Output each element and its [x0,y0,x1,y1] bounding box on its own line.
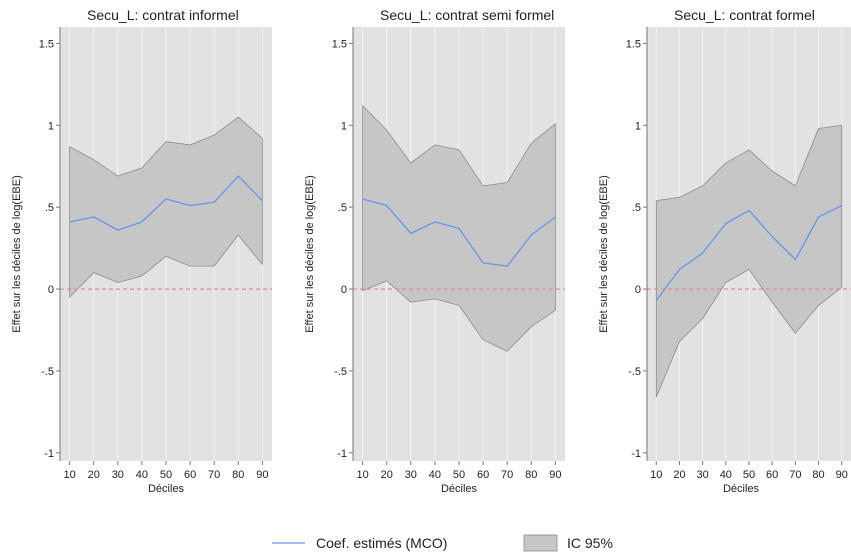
y-tick-label: 0 [341,284,347,296]
y-tick-label: 0 [48,284,54,296]
ci-band [69,116,263,298]
x-tick-label: 10 [650,469,662,481]
y-tick-label: .5 [632,202,641,214]
x-tick-label: 10 [357,469,369,481]
y-tick-label: 1 [341,120,347,132]
x-tick-label: 80 [525,469,537,481]
legend-ci-label: IC 95% [567,535,613,551]
x-tick-label: 20 [381,469,393,481]
y-tick-label: -.5 [628,366,641,378]
panel-title: Secu_L: contrat informel [87,7,239,23]
y-tick-label: -1 [631,448,641,460]
x-tick-label: 80 [232,469,244,481]
y-tick-label: 0 [635,284,641,296]
x-axis-label: Déciles [148,483,185,495]
y-tick-label: 1 [48,120,54,132]
x-axis-label: Déciles [723,483,760,495]
x-tick-label: 70 [501,469,513,481]
legend-coef-label: Coef. estimés (MCO) [316,535,447,551]
x-axis-label: Déciles [441,483,478,495]
y-tick-label: 1.5 [39,38,54,50]
x-tick-label: 90 [549,469,561,481]
x-tick-label: 10 [64,469,76,481]
x-tick-label: 20 [88,469,100,481]
panel-title: Secu_L: contrat formel [674,7,815,23]
x-tick-label: 30 [697,469,709,481]
x-tick-label: 90 [256,469,268,481]
y-axis-label: Effet sur les déciles de log(EBE) [598,175,610,333]
x-tick-label: 30 [112,469,124,481]
x-tick-label: 60 [184,469,196,481]
y-axis-label: Effet sur les déciles de log(EBE) [304,175,316,333]
x-tick-label: 60 [766,469,778,481]
y-tick-label: 1.5 [626,38,641,50]
coef-line [362,198,556,267]
x-tick-label: 60 [477,469,489,481]
x-tick-label: 50 [453,469,465,481]
y-tick-label: .5 [338,202,347,214]
chart-panel-1: 1.51.50-.5-110 20 30 40 50 60 70 80 90DécilesEff… [11,7,272,495]
x-tick-label: 40 [429,469,441,481]
chart-legend: Coef. estimés (MCO) IC 95% [272,534,613,552]
x-tick-label: 20 [673,469,685,481]
coef-line [69,175,263,231]
x-tick-label: 80 [812,469,824,481]
x-tick-label: 70 [789,469,801,481]
chart-panel-3: 1.51.50-.5-110 20 30 40 50 60 70 80 90DécilesEff… [598,7,851,495]
y-tick-label: -.5 [334,366,347,378]
panel-title: Secu_L: contrat semi formel [380,7,554,23]
y-tick-label: -.5 [41,366,54,378]
y-tick-label: .5 [45,202,54,214]
y-axis-label: Effet sur les déciles de log(EBE) [11,175,23,333]
chart-panel-2: 1.51.50-.5-110 20 30 40 50 60 70 80 90DécilesEff… [304,7,565,495]
x-tick-label: 40 [136,469,148,481]
x-tick-label: 90 [836,469,848,481]
x-tick-label: 70 [208,469,220,481]
chart-panels: 1.51.50-.5-110 20 30 40 50 60 70 80 90DécilesEff… [11,7,851,495]
x-tick-label: 40 [720,469,732,481]
ci-band [655,124,843,398]
y-tick-label: -1 [44,448,54,460]
coef-line [655,204,843,301]
y-tick-label: 1.5 [332,38,347,50]
x-tick-label: 50 [160,469,172,481]
x-tick-label: 50 [743,469,755,481]
y-tick-label: 1 [635,120,641,132]
x-tick-label: 30 [405,469,417,481]
legend-ci-swatch [523,534,558,552]
y-tick-label: -1 [337,448,347,460]
